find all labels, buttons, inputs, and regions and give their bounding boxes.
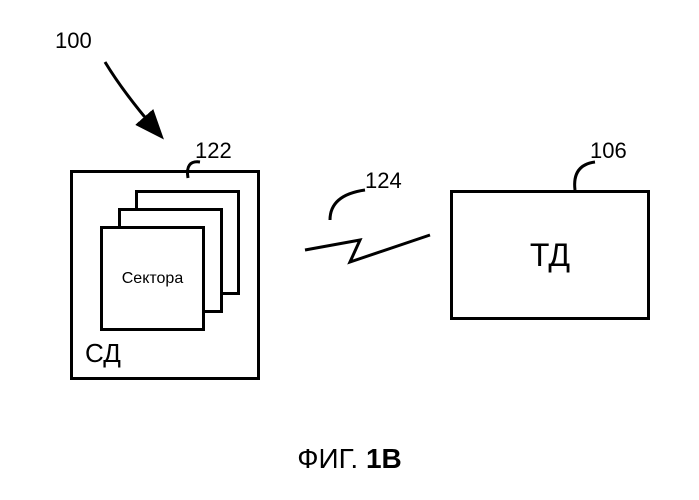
arrow-100 bbox=[105, 62, 160, 135]
sd-label: СД bbox=[85, 338, 121, 369]
figure-prefix: ФИГ. bbox=[297, 443, 366, 474]
figure-number: 1B bbox=[366, 443, 402, 474]
sector-stack: Сектора bbox=[100, 190, 240, 330]
wireless-link-icon bbox=[305, 235, 430, 262]
sector-card-front: Сектора bbox=[100, 226, 205, 331]
figure-caption: ФИГ. 1B bbox=[297, 443, 402, 475]
sector-label: Сектора bbox=[122, 270, 183, 288]
td-label: ТД bbox=[530, 237, 570, 274]
ref-label-124: 124 bbox=[365, 168, 402, 194]
leader-124 bbox=[330, 190, 365, 220]
td-box: ТД bbox=[450, 190, 650, 320]
leader-106 bbox=[575, 162, 595, 190]
ref-label-122: 122 bbox=[195, 138, 232, 164]
ref-label-106: 106 bbox=[590, 138, 627, 164]
ref-label-100: 100 bbox=[55, 28, 92, 54]
